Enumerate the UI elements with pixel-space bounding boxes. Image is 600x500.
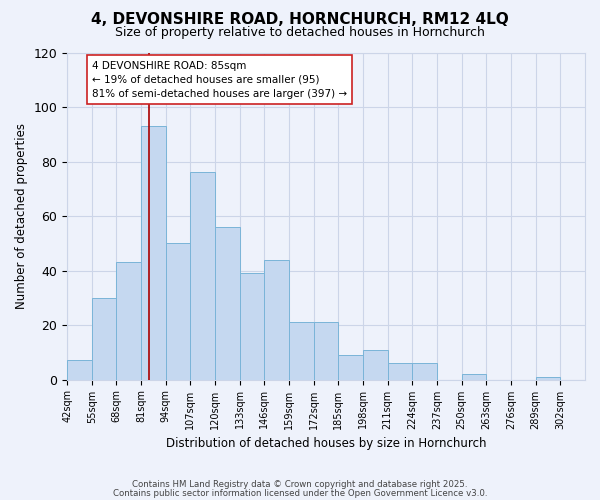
Bar — [289, 322, 314, 380]
Bar — [412, 363, 437, 380]
Bar — [166, 244, 190, 380]
Bar — [388, 363, 412, 380]
Text: Contains public sector information licensed under the Open Government Licence v3: Contains public sector information licen… — [113, 488, 487, 498]
Bar — [314, 322, 338, 380]
Bar — [215, 227, 240, 380]
Bar — [92, 298, 116, 380]
Bar — [536, 377, 560, 380]
Text: 4 DEVONSHIRE ROAD: 85sqm
← 19% of detached houses are smaller (95)
81% of semi-d: 4 DEVONSHIRE ROAD: 85sqm ← 19% of detach… — [92, 60, 347, 98]
X-axis label: Distribution of detached houses by size in Hornchurch: Distribution of detached houses by size … — [166, 437, 487, 450]
Bar — [67, 360, 92, 380]
Bar — [338, 355, 363, 380]
Text: 4, DEVONSHIRE ROAD, HORNCHURCH, RM12 4LQ: 4, DEVONSHIRE ROAD, HORNCHURCH, RM12 4LQ — [91, 12, 509, 28]
Text: Contains HM Land Registry data © Crown copyright and database right 2025.: Contains HM Land Registry data © Crown c… — [132, 480, 468, 489]
Bar — [363, 350, 388, 380]
Bar — [462, 374, 487, 380]
Bar — [141, 126, 166, 380]
Bar — [116, 262, 141, 380]
Bar — [265, 260, 289, 380]
Bar — [240, 274, 265, 380]
Bar — [190, 172, 215, 380]
Y-axis label: Number of detached properties: Number of detached properties — [15, 123, 28, 309]
Text: Size of property relative to detached houses in Hornchurch: Size of property relative to detached ho… — [115, 26, 485, 39]
